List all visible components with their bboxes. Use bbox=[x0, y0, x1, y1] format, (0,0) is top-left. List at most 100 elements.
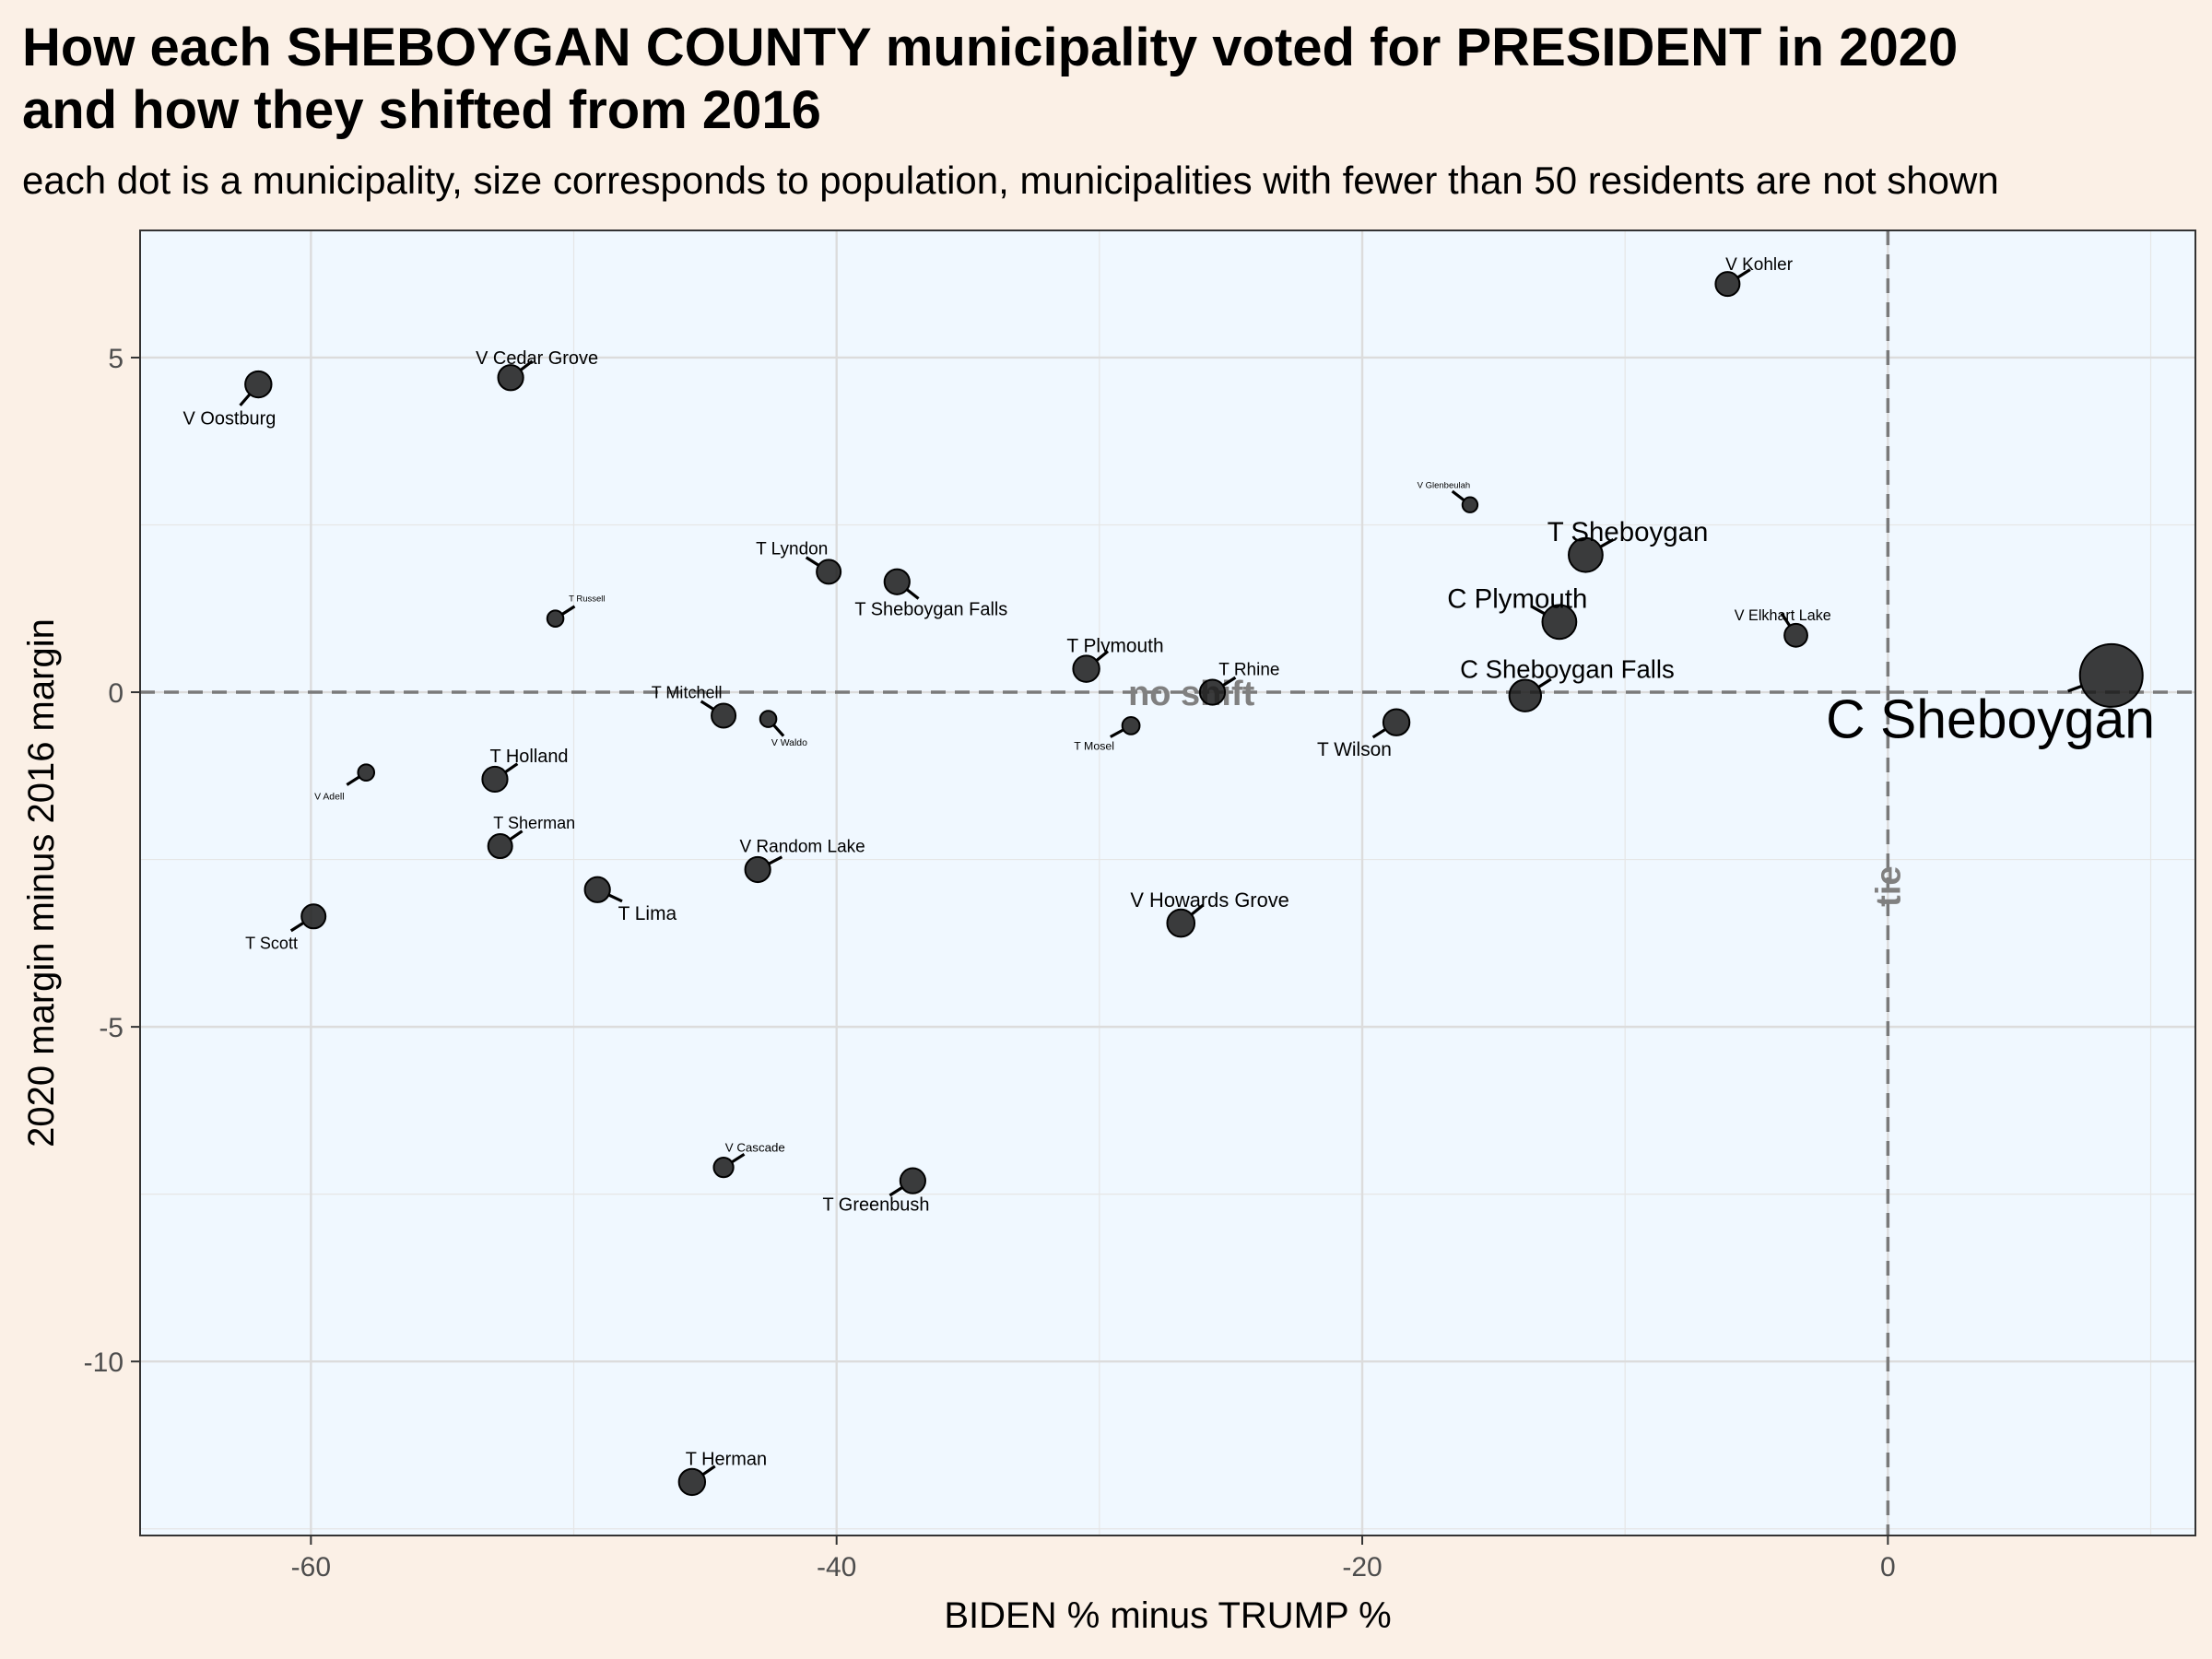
x-tick-label: -40 bbox=[817, 1552, 856, 1583]
data-point bbox=[1714, 271, 1741, 298]
chart-title-line-1: How each SHEBOYGAN COUNTY municipality v… bbox=[22, 18, 1959, 77]
y-axis-ticks: 5 0 -5 -10 bbox=[84, 344, 140, 1378]
point-label: C Plymouth bbox=[1447, 584, 1587, 615]
data-point bbox=[1072, 654, 1100, 683]
label-segment bbox=[700, 1465, 716, 1477]
label-segment bbox=[560, 605, 576, 617]
point-label: T Sheboygan bbox=[1547, 517, 1709, 547]
point-label: T Greenbush bbox=[822, 1195, 929, 1216]
label-segment bbox=[805, 556, 820, 568]
data-point bbox=[583, 876, 611, 903]
label-segment bbox=[1536, 677, 1552, 689]
point-label: T Wilson bbox=[1317, 739, 1392, 760]
label-segment bbox=[1094, 650, 1110, 663]
plot-panel bbox=[140, 230, 2195, 1535]
point-label: V Cascade bbox=[725, 1140, 785, 1154]
data-point bbox=[546, 609, 565, 628]
data-point bbox=[883, 568, 911, 595]
data-point bbox=[1461, 496, 1479, 513]
point-label: V Glenbeulah bbox=[1418, 480, 1471, 490]
label-segment bbox=[1221, 676, 1237, 688]
data-point bbox=[1568, 536, 1604, 573]
y-tick-label: 5 bbox=[108, 344, 124, 374]
data-point bbox=[357, 763, 376, 782]
point-label: V Waldo bbox=[771, 738, 807, 748]
label-segment bbox=[508, 830, 524, 841]
minor-gridlines bbox=[140, 230, 2195, 1535]
x-tick-label: -20 bbox=[1342, 1552, 1382, 1583]
label-segment bbox=[730, 1152, 746, 1164]
point-labels: V Kohler V Cedar Grove V Oostburg V Glenbeu… bbox=[183, 255, 2155, 1470]
label-segment bbox=[888, 1185, 904, 1197]
data-point bbox=[481, 765, 509, 794]
point-label: T Herman bbox=[686, 1449, 767, 1469]
data-point bbox=[497, 364, 524, 392]
label-segment bbox=[700, 700, 715, 712]
data-point bbox=[712, 1157, 735, 1179]
point-label: T Lima bbox=[618, 903, 677, 924]
data-point bbox=[816, 559, 842, 585]
label-segment bbox=[289, 921, 305, 933]
tie-label: tie bbox=[1869, 865, 1908, 906]
data-point bbox=[1198, 678, 1227, 706]
data-points bbox=[244, 271, 2144, 1497]
point-label: T Scott bbox=[245, 935, 298, 953]
no-shift-label: no shift bbox=[1128, 675, 1255, 713]
data-point bbox=[244, 370, 273, 399]
chart-title: How each SHEBOYGAN COUNTY municipality v… bbox=[22, 17, 2212, 142]
label-segment bbox=[1371, 727, 1387, 739]
label-segment bbox=[1531, 605, 1547, 616]
data-point bbox=[711, 702, 737, 729]
y-tick-label: -10 bbox=[84, 1347, 124, 1378]
chart-title-line-2: and how they shifted from 2016 bbox=[22, 80, 821, 140]
x-axis-ticks: -60 -40 -20 0 bbox=[291, 1535, 1896, 1583]
label-segment bbox=[606, 893, 623, 903]
point-label: V Random Lake bbox=[739, 838, 865, 857]
data-point bbox=[1541, 604, 1578, 641]
data-point bbox=[487, 833, 513, 860]
data-point bbox=[899, 1167, 926, 1194]
point-label: V Adell bbox=[314, 792, 345, 802]
label-segment bbox=[239, 392, 252, 406]
point-label: C Sheboygan bbox=[1826, 690, 2155, 750]
data-point bbox=[677, 1467, 707, 1497]
label-segment bbox=[905, 587, 920, 600]
label-segment bbox=[1189, 903, 1205, 917]
point-label: V Elkhart Lake bbox=[1735, 607, 1831, 624]
chart-subtitle: each dot is a municipality, size corresp… bbox=[22, 159, 1999, 202]
point-label: T Russell bbox=[569, 594, 605, 605]
point-label: T Holland bbox=[490, 747, 569, 767]
label-segment bbox=[2067, 684, 2084, 693]
label-segment bbox=[767, 855, 783, 866]
data-point bbox=[759, 710, 778, 728]
point-label: T Sheboygan Falls bbox=[854, 599, 1007, 619]
x-axis-label: BIDEN % minus TRUMP % bbox=[944, 1595, 1391, 1636]
data-point bbox=[300, 903, 327, 930]
x-tick-label: 0 bbox=[1880, 1552, 1896, 1583]
point-label: T Mosel bbox=[1074, 739, 1114, 752]
data-point bbox=[1508, 678, 1543, 712]
label-segment bbox=[1451, 489, 1466, 502]
data-point bbox=[744, 855, 771, 884]
point-label: T Lyndon bbox=[756, 540, 828, 559]
label-segment bbox=[503, 762, 519, 774]
label-segment bbox=[1735, 268, 1751, 279]
plot-border bbox=[139, 229, 2196, 1536]
point-label: T Mitchell bbox=[652, 683, 723, 701]
data-point bbox=[1121, 715, 1141, 735]
label-segment bbox=[519, 359, 534, 372]
point-label: T Rhine bbox=[1218, 660, 1279, 679]
point-label: V Kohler bbox=[1725, 255, 1794, 275]
label-segments bbox=[239, 268, 2084, 1477]
reference-lines: no shift tie bbox=[140, 230, 2195, 1535]
point-label: V Oostburg bbox=[183, 408, 276, 429]
y-tick-label: 0 bbox=[108, 678, 124, 709]
label-segment bbox=[771, 723, 785, 737]
point-label: V Cedar Grove bbox=[476, 348, 598, 369]
data-point bbox=[2078, 642, 2144, 708]
point-label: T Plymouth bbox=[1066, 636, 1163, 657]
y-tick-label: -5 bbox=[99, 1013, 124, 1043]
label-segment bbox=[346, 775, 361, 786]
label-segment bbox=[1780, 612, 1792, 628]
